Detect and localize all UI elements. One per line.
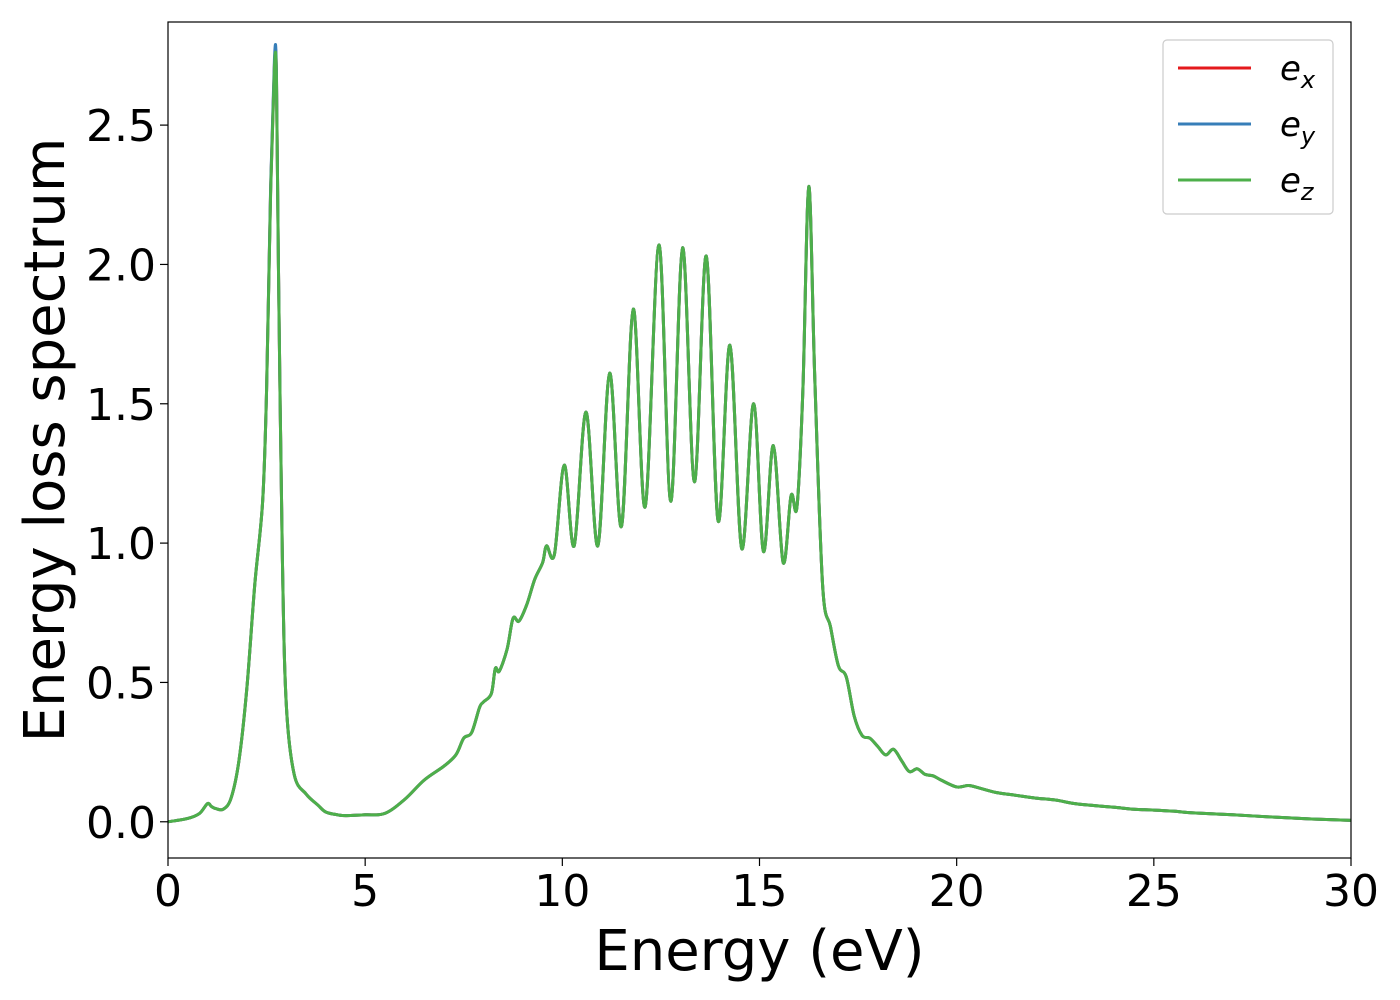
- x-tick-label: 25: [1126, 866, 1182, 917]
- legend-items: ex ey ez: [1178, 49, 1316, 206]
- legend: ex ey ez: [1162, 39, 1334, 215]
- y-tick-label: 1.0: [86, 519, 156, 570]
- x-tick-label: 5: [351, 866, 379, 917]
- y-tick-label: 0.5: [86, 658, 156, 709]
- x-tick-label: 20: [929, 866, 985, 917]
- legend-box: [1162, 39, 1334, 215]
- legend-label-z: ez: [1280, 161, 1315, 206]
- x-tick-label: 30: [1323, 866, 1379, 917]
- series-line-e-z: [167, 50, 1352, 824]
- y-tick-label: 2.0: [86, 240, 156, 291]
- y-tick-label: 0.0: [86, 798, 156, 849]
- x-tick-label: 15: [732, 866, 788, 917]
- x-axis-title: Energy (eV): [594, 919, 924, 984]
- legend-label-y: ey: [1280, 105, 1316, 150]
- y-tick-label: 2.5: [86, 101, 156, 152]
- x-axis-ticks: 0 5 10 15 20 25 30: [154, 858, 1379, 917]
- series-layer: [167, 43, 1352, 824]
- y-axis-ticks: 0.0 0.5 1.0 1.5 2.0 2.5: [86, 101, 168, 849]
- y-axis-title: Energy loss spectrum: [13, 138, 78, 743]
- plot-area-background: [168, 22, 1351, 858]
- legend-label-x: ex: [1280, 49, 1316, 94]
- y-tick-label: 1.5: [86, 380, 156, 431]
- x-tick-label: 10: [534, 866, 590, 917]
- x-tick-label: 0: [154, 866, 182, 917]
